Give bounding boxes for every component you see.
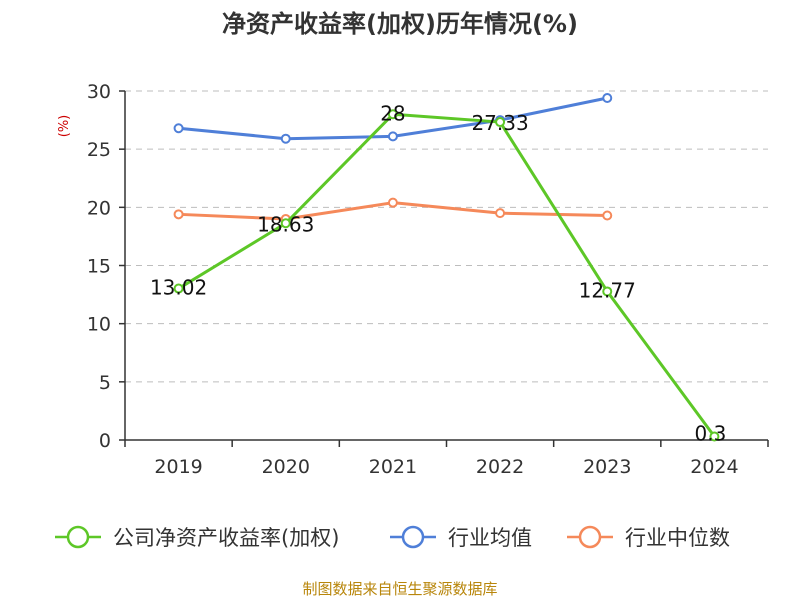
data-point-0-2023[interactable] bbox=[602, 286, 613, 297]
series-lines bbox=[173, 92, 720, 442]
data-label-2019: 13.02 bbox=[150, 276, 207, 300]
y-tick-label: 0 bbox=[99, 430, 111, 452]
data-point-2-2022[interactable] bbox=[495, 208, 506, 219]
axes: 0 5 10 15 20 25 30 2019 2020 2021 2022 2023 2024 bbox=[87, 81, 769, 478]
data-point-1-2023[interactable] bbox=[602, 92, 613, 103]
y-tick-label: 10 bbox=[87, 314, 111, 336]
y-tick-label: 25 bbox=[87, 139, 111, 161]
y-tick-label: 5 bbox=[99, 372, 111, 394]
data-label-2024: 0.3 bbox=[695, 422, 727, 446]
series-2 bbox=[173, 197, 613, 224]
series-0 bbox=[173, 109, 720, 442]
data-point-1-2019[interactable] bbox=[173, 123, 184, 134]
data-point-0-2021[interactable] bbox=[387, 109, 398, 120]
data-label-2021: 28 bbox=[380, 101, 405, 125]
y-tick-label: 30 bbox=[87, 81, 111, 103]
data-point-1-2021[interactable] bbox=[387, 131, 398, 142]
y-axis-label: (%) bbox=[57, 115, 72, 138]
data-labels: 13.02 18.63 28 27.33 12.77 0.3 bbox=[150, 101, 726, 445]
legend-label: 行业中位数 bbox=[625, 526, 730, 550]
legend[interactable]: 公司净资产收益率(加权) 行业均值 行业中位数 bbox=[55, 525, 730, 550]
source-footer: 制图数据来自恒生聚源数据库 bbox=[302, 580, 497, 598]
series-line-0 bbox=[177, 112, 716, 438]
legend-item-0[interactable]: 公司净资产收益率(加权) bbox=[55, 525, 339, 550]
data-label-2023: 12.77 bbox=[579, 278, 636, 302]
data-point-0-2020[interactable] bbox=[280, 218, 291, 229]
legend-swatch-marker bbox=[66, 525, 90, 549]
data-point-0-2019[interactable] bbox=[173, 283, 184, 294]
legend-label: 公司净资产收益率(加权) bbox=[113, 526, 339, 550]
y-tick-label: 15 bbox=[87, 256, 111, 278]
data-point-2-2019[interactable] bbox=[173, 209, 184, 220]
legend-item-1[interactable]: 行业均值 bbox=[390, 525, 532, 550]
data-point-0-2022[interactable] bbox=[495, 117, 506, 128]
data-label-2020: 18.63 bbox=[257, 212, 314, 236]
data-point-1-2020[interactable] bbox=[280, 133, 291, 144]
data-label-2022: 27.33 bbox=[471, 111, 528, 135]
data-point-0-2024[interactable] bbox=[709, 431, 720, 442]
gridlines bbox=[125, 90, 768, 383]
legend-label: 行业均值 bbox=[448, 526, 532, 550]
x-tick-label-2019: 2019 bbox=[154, 456, 202, 478]
x-tick-label-2020: 2020 bbox=[262, 456, 310, 478]
y-tick-label: 20 bbox=[87, 197, 111, 219]
chart-title: 净资产收益率(加权)历年情况(%) bbox=[222, 10, 578, 38]
legend-swatch-marker bbox=[401, 525, 425, 549]
x-tick-label-2021: 2021 bbox=[369, 456, 417, 478]
x-tick-label-2024: 2024 bbox=[690, 456, 738, 478]
legend-swatch-marker bbox=[578, 525, 602, 549]
x-tick-label-2023: 2023 bbox=[583, 456, 631, 478]
data-point-2-2021[interactable] bbox=[387, 197, 398, 208]
data-point-2-2023[interactable] bbox=[602, 210, 613, 221]
legend-item-2[interactable]: 行业中位数 bbox=[567, 525, 730, 550]
x-tick-label-2022: 2022 bbox=[476, 456, 524, 478]
